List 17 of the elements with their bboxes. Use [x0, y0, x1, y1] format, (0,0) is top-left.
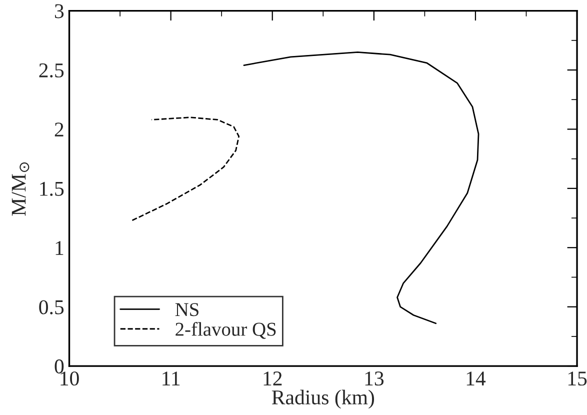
y-tick-label: 1.5 [40, 182, 64, 196]
y-tick-label: 0.5 [39, 300, 64, 314]
x-axis-title: Radius (km) [272, 390, 374, 409]
x-tick-label: 10 [60, 371, 79, 386]
x-tick-label: 14 [466, 372, 486, 386]
x-tick-label: 11 [162, 372, 180, 386]
y-axis-title: M/M$_{⊙}$ [12, 162, 30, 216]
legend-label: 2-flavour QS [176, 322, 276, 339]
x-tick-label: 13 [365, 372, 384, 386]
y-tick-label: 2.5 [39, 63, 64, 78]
x-tick-label: 15 [568, 372, 587, 386]
y-tick-label: 3 [54, 4, 64, 18]
y-tick-label: 2 [54, 122, 64, 136]
x-tick-label: 12 [264, 372, 282, 386]
legend-label: NS [175, 303, 198, 316]
y-tick-label: 0 [54, 359, 64, 374]
y-tick-label: 1 [56, 241, 64, 255]
